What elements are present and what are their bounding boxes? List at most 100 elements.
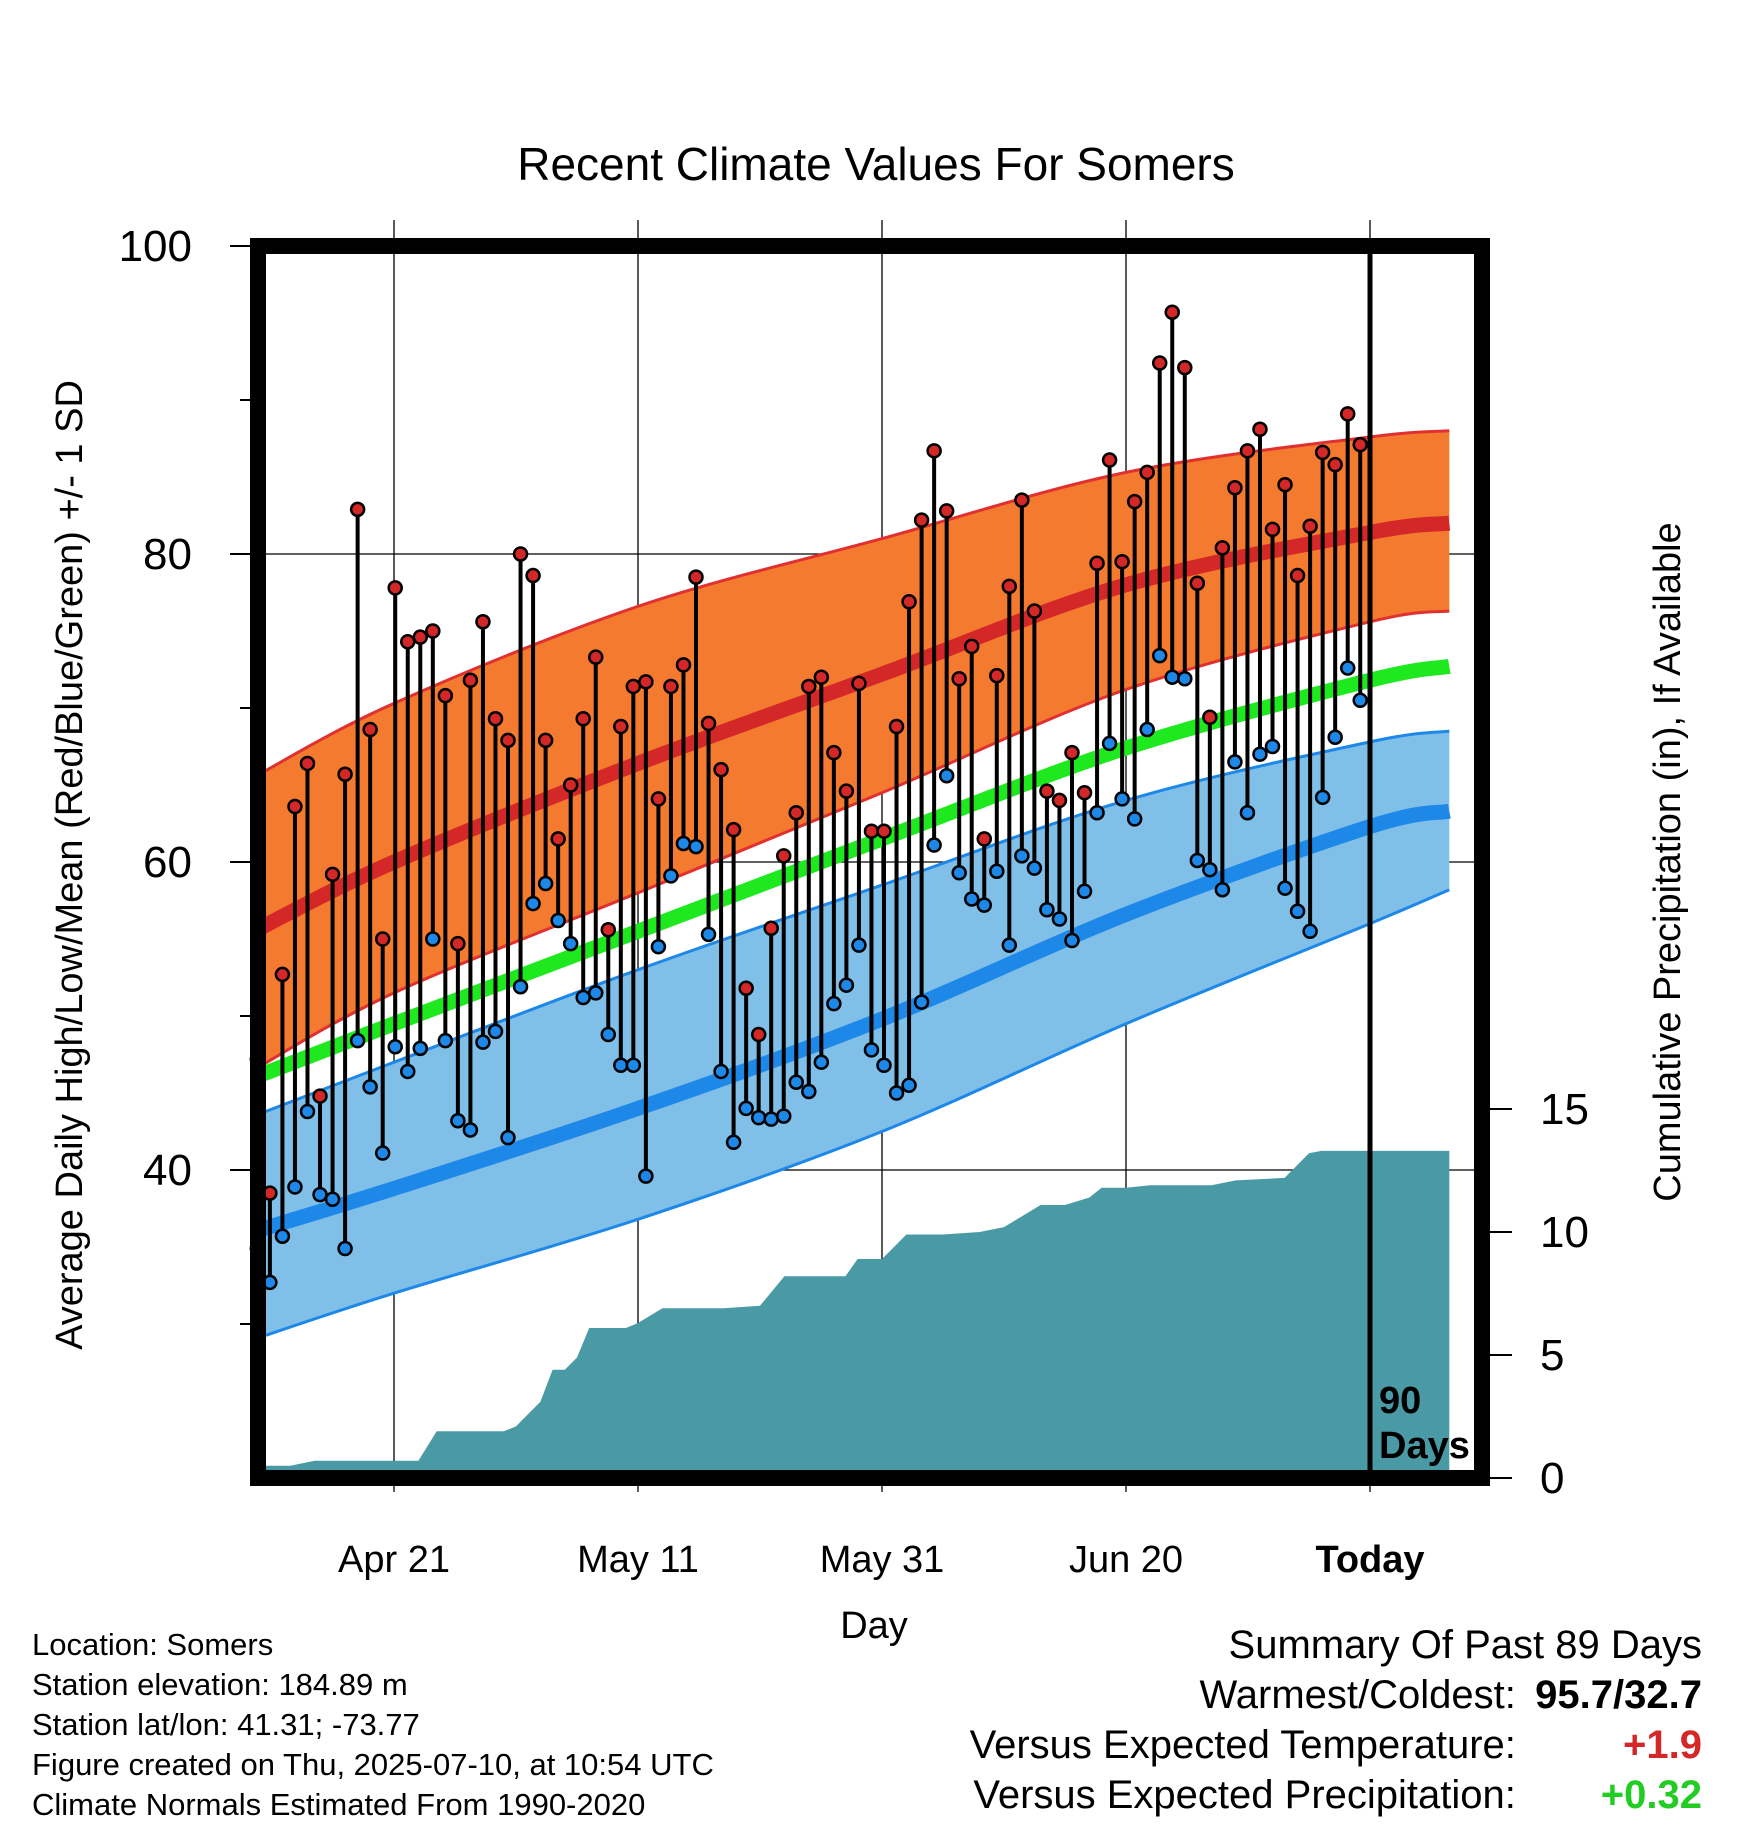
daily-low-point: [1264, 738, 1281, 755]
daily-low-point: [750, 1109, 767, 1126]
daily-high-point: [1177, 359, 1193, 376]
daily-low-point: [362, 1079, 378, 1095]
daily-high-point: [763, 920, 779, 936]
latlon-text: Station lat/lon: 41.31; -73.77: [32, 1707, 420, 1742]
daily-high-point: [1252, 421, 1268, 438]
daily-high-point: [562, 777, 579, 793]
daily-low-point: [888, 1085, 905, 1101]
x-tick-label: Today: [1315, 1539, 1424, 1581]
coldest-value: 32.7: [1624, 1673, 1702, 1717]
daily-low-point: [1239, 804, 1256, 821]
daily-high-point: [650, 791, 667, 807]
daily-high-point: [901, 593, 917, 610]
daily-low-point: [913, 994, 930, 1010]
daily-high-point: [512, 546, 529, 562]
elevation-text: Station elevation: 184.89 m: [32, 1667, 408, 1702]
daily-low-point: [462, 1122, 479, 1138]
daily-high-point: [613, 718, 629, 735]
today-window-label: 90: [1379, 1380, 1421, 1422]
temp-anomaly-value: +1.9: [1623, 1723, 1702, 1767]
daily-high-point: [1277, 476, 1293, 493]
y2-tick-label: 15: [1540, 1085, 1589, 1134]
daily-low-point: [500, 1129, 516, 1146]
daily-high-point: [487, 711, 504, 727]
daily-high-point: [1214, 540, 1231, 556]
x-tick-label: Apr 21: [338, 1539, 450, 1581]
daily-high-point: [1139, 464, 1155, 481]
daily-low-point: [938, 768, 955, 784]
daily-low-point: [349, 1032, 366, 1049]
daily-low-point: [512, 978, 529, 995]
daily-low-point: [312, 1186, 328, 1203]
normal-low-line: [251, 803, 1451, 1239]
x-tick-label: Jun 20: [1069, 1539, 1183, 1581]
precip-anomaly-row: Versus Expected Precipitation: +0.32: [970, 1770, 1702, 1820]
daily-low-point: [600, 1026, 617, 1043]
y-tick-label: 60: [143, 838, 192, 887]
daily-high-point: [688, 569, 704, 585]
daily-high-point: [1014, 492, 1030, 508]
summary-panel: Summary Of Past 89 Days Warmest/Coldest:…: [970, 1620, 1702, 1820]
daily-high-point: [1076, 784, 1093, 801]
daily-high-point: [750, 1026, 767, 1043]
daily-low-point: [838, 977, 855, 993]
location-text: Location: Somers: [32, 1627, 274, 1662]
daily-high-point: [349, 501, 366, 518]
daily-high-point: [1089, 555, 1105, 571]
daily-low-point: [675, 835, 692, 852]
normals-text: Climate Normals Estimated From 1990-2020: [32, 1787, 646, 1822]
daily-high-point: [287, 798, 303, 815]
daily-low-point: [425, 931, 441, 947]
normal-mean-line: [251, 659, 1451, 1085]
daily-low-point: [1164, 669, 1180, 685]
daily-low-point: [1252, 746, 1268, 762]
daily-low-point: [537, 875, 554, 892]
daily-low-point: [926, 837, 942, 853]
daily-low-point: [1277, 880, 1293, 896]
temp-anomaly-row: Versus Expected Temperature: +1.9: [970, 1720, 1702, 1770]
daily-low-point: [1139, 721, 1155, 738]
high-plus-sd-edge: [253, 429, 1450, 779]
daily-high-point: [537, 732, 554, 749]
daily-low-point: [1202, 861, 1218, 878]
daily-low-point: [400, 1063, 416, 1080]
daily-low-point: [1189, 852, 1206, 869]
daily-low-point: [1101, 735, 1118, 752]
warm-cold-value: 95.7/32.7: [1527, 1670, 1702, 1720]
daily-high-point: [1327, 456, 1343, 473]
daily-low-point: [963, 891, 980, 907]
summary-heading: Summary Of Past 89 Days: [1228, 1623, 1702, 1667]
daily-high-point: [876, 823, 892, 839]
daily-low-point: [1064, 932, 1080, 949]
daily-low-point: [813, 1054, 830, 1070]
daily-low-point: [700, 926, 717, 943]
daily-high-point: [362, 721, 378, 738]
high-sd-band: [253, 430, 1450, 1070]
daily-low-point: [638, 1168, 654, 1184]
daily-high-point: [675, 657, 692, 673]
daily-high-point: [1302, 518, 1318, 535]
y2-tick-label: 0: [1540, 1454, 1564, 1503]
daily-high-point: [462, 672, 479, 689]
daily-low-point: [1302, 923, 1318, 940]
daily-low-point: [989, 863, 1005, 879]
daily-low-point: [826, 995, 842, 1012]
daily-low-point: [688, 838, 704, 855]
daily-low-point: [1076, 883, 1093, 900]
daily-low-point: [725, 1134, 742, 1151]
daily-high-point: [700, 715, 717, 732]
daily-high-point: [1126, 493, 1143, 510]
daily-high-point: [312, 1088, 328, 1104]
daily-low-point: [625, 1057, 642, 1074]
created-text: Figure created on Thu, 2025-07-10, at 10…: [32, 1747, 714, 1782]
precip-area: [253, 1150, 1450, 1478]
daily-high-point: [274, 966, 291, 983]
daily-high-point: [738, 980, 754, 997]
y-tick-label: 100: [119, 222, 192, 271]
daily-low-point: [1026, 860, 1043, 876]
daily-low-point: [650, 938, 667, 955]
daily-high-point: [838, 783, 855, 799]
daily-high-point: [625, 678, 642, 695]
daily-high-point: [1101, 452, 1118, 468]
